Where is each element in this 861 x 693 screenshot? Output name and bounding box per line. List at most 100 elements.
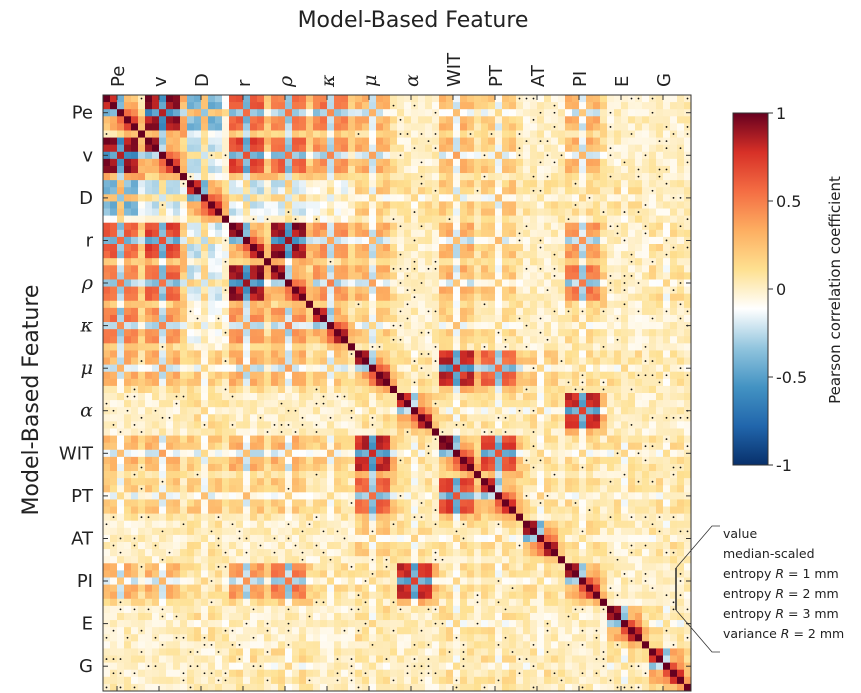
heatmap-cell — [502, 279, 510, 287]
heatmap-cell — [502, 102, 510, 110]
heatmap-cell — [257, 421, 265, 429]
heatmap-cell — [425, 109, 433, 117]
heatmap-cell — [334, 314, 342, 323]
heatmap-cell — [635, 329, 643, 337]
heatmap-cell — [236, 428, 244, 436]
heatmap-cell — [404, 499, 412, 507]
heatmap-cell — [138, 371, 146, 380]
heatmap-cell — [572, 307, 580, 316]
heatmap-cell — [474, 499, 482, 507]
heatmap-cell — [565, 456, 573, 465]
heatmap-cell — [537, 492, 545, 500]
heatmap-cell — [285, 471, 293, 479]
heatmap-cell — [355, 378, 363, 387]
heatmap-cell — [502, 208, 510, 216]
heatmap-cell — [201, 449, 209, 458]
heatmap-cell — [621, 244, 629, 252]
heatmap-cell — [453, 165, 461, 174]
heatmap-cell — [383, 442, 391, 451]
heatmap-cell — [215, 307, 223, 316]
heatmap-cell — [453, 350, 461, 358]
heatmap-cell — [131, 279, 139, 287]
heatmap-cell — [355, 251, 363, 259]
heatmap-cell — [628, 499, 636, 507]
heatmap-cell — [467, 371, 475, 380]
heatmap-cell — [152, 435, 160, 444]
heatmap-cell — [565, 265, 573, 273]
heatmap-cell — [383, 102, 391, 110]
heatmap-cell — [145, 322, 153, 330]
heatmap-cell — [628, 265, 636, 273]
heatmap-cell — [663, 336, 671, 344]
heatmap-cell — [257, 123, 265, 131]
heatmap-cell — [110, 336, 118, 344]
heatmap-cell — [572, 371, 580, 380]
heatmap-cell — [551, 236, 559, 245]
heatmap-cell — [355, 293, 363, 302]
heatmap-cell — [250, 130, 258, 138]
heatmap-cell — [460, 102, 468, 110]
heatmap-cell — [635, 187, 643, 195]
heatmap-cell — [222, 144, 230, 153]
heatmap-cell — [446, 286, 454, 295]
heatmap-cell — [621, 407, 629, 415]
heatmap-cell — [558, 123, 566, 131]
heatmap-cell — [362, 165, 370, 174]
heatmap-cell — [474, 407, 482, 415]
heatmap-cell — [544, 471, 552, 479]
heatmap-cell — [285, 151, 293, 160]
heatmap-cell — [355, 435, 363, 444]
heatmap-cell — [369, 393, 377, 401]
heatmap-cell — [362, 265, 370, 273]
heatmap-cell — [250, 456, 258, 465]
heatmap-cell — [509, 244, 517, 252]
heatmap-cell — [474, 371, 482, 380]
heatmap-cell — [565, 400, 573, 408]
heatmap-cell — [537, 435, 545, 444]
heatmap-cell — [628, 194, 636, 202]
heatmap-cell — [285, 506, 293, 514]
heatmap-cell — [180, 109, 188, 117]
heatmap-cell — [439, 208, 447, 216]
heatmap-cell — [138, 435, 146, 444]
heatmap-cell — [124, 109, 132, 117]
heatmap-cell — [110, 506, 118, 514]
heatmap-cell — [551, 151, 559, 160]
heatmap-cell — [502, 485, 510, 493]
heatmap-cell — [432, 364, 440, 373]
heatmap-cell — [208, 307, 216, 316]
heatmap-cell — [145, 343, 153, 351]
heatmap-cell — [390, 222, 398, 231]
heatmap-cell — [453, 322, 461, 330]
heatmap-cell — [439, 421, 447, 429]
heatmap-cell — [131, 300, 139, 309]
heatmap-cell — [299, 244, 307, 252]
heatmap-cell — [327, 463, 335, 472]
heatmap-cell — [390, 314, 398, 323]
heatmap-cell — [124, 329, 132, 337]
heatmap-cell — [656, 463, 664, 472]
heatmap-cell — [670, 187, 678, 195]
heatmap-cell — [334, 229, 342, 238]
heatmap-cell — [334, 300, 342, 309]
heatmap-cell — [495, 357, 503, 365]
heatmap-cell — [607, 442, 615, 451]
heatmap-cell — [124, 456, 132, 465]
heatmap-cell — [334, 513, 342, 522]
heatmap-cell — [131, 364, 139, 373]
heatmap-cell — [208, 357, 216, 365]
heatmap-cell — [306, 144, 314, 153]
heatmap-cell — [348, 400, 356, 408]
heatmap-cell — [341, 137, 349, 146]
heatmap-cell — [334, 428, 342, 436]
heatmap-cell — [411, 350, 419, 358]
heatmap-cell — [642, 187, 650, 195]
heatmap-cell — [677, 492, 685, 500]
heatmap-cell — [138, 300, 146, 309]
heatmap-cell — [656, 180, 664, 188]
heatmap-cell — [222, 463, 230, 472]
heatmap-cell — [334, 109, 342, 117]
heatmap-cell — [327, 229, 335, 238]
heatmap-cell — [544, 456, 552, 465]
heatmap-cell — [187, 314, 195, 323]
